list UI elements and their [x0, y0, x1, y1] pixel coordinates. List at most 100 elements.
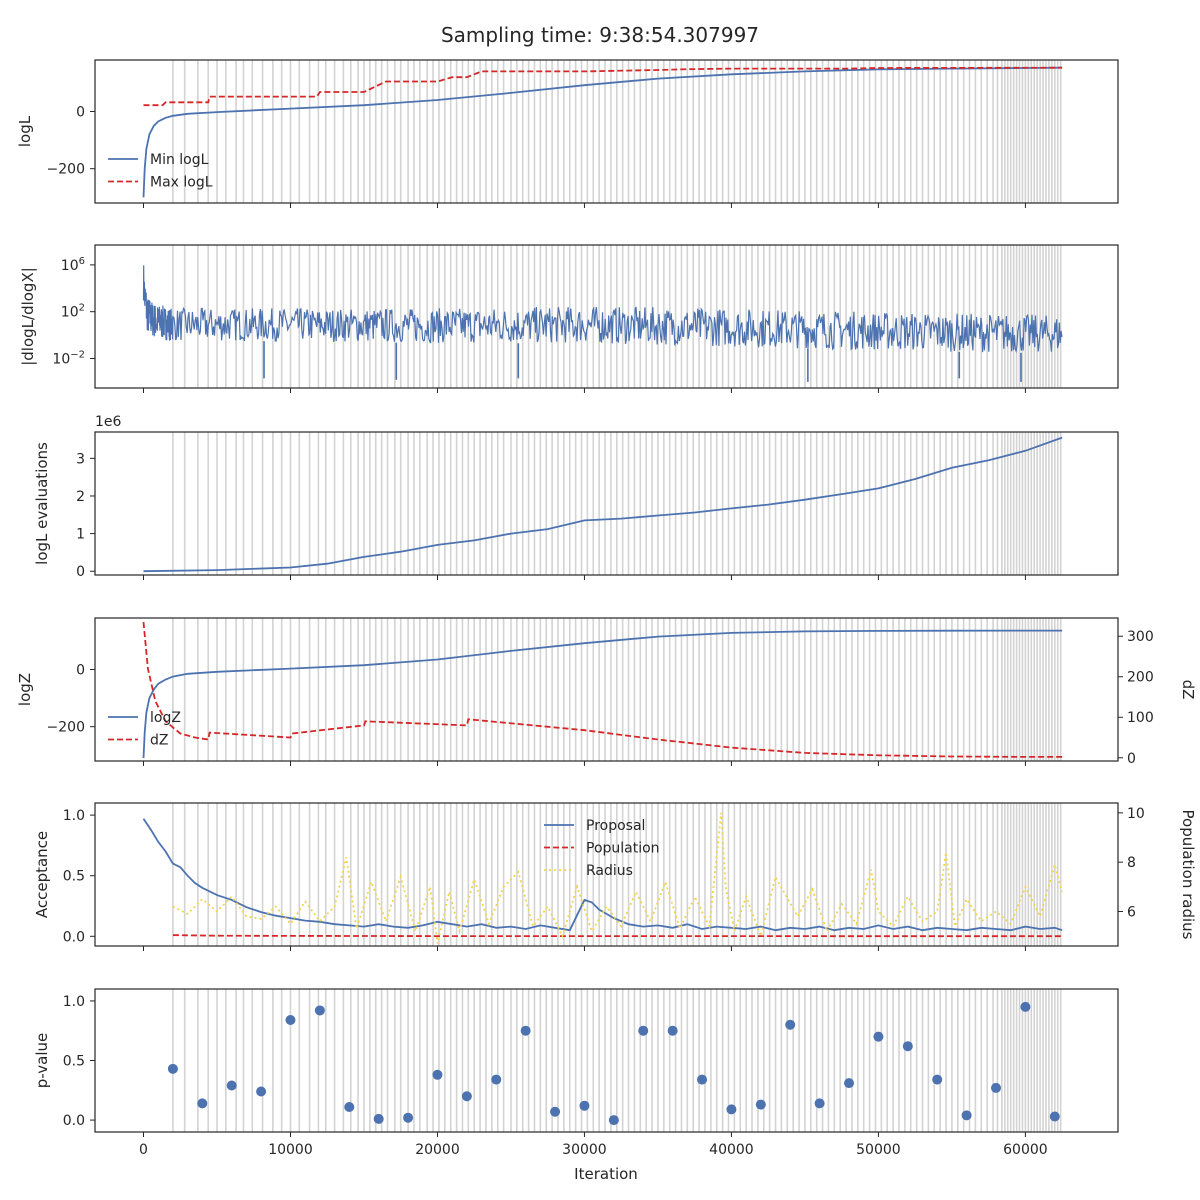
pvalue-point — [697, 1074, 708, 1085]
y-tick-label: 102 — [61, 303, 85, 321]
y2-tick-label: 300 — [1127, 629, 1154, 645]
series-evaluations — [143, 436, 1063, 573]
panel-evaluations: 0 1 2 3 1e6 logL evaluations — [33, 414, 1119, 580]
pvalue-point — [844, 1078, 855, 1089]
y2-tick-label: 0 — [1127, 751, 1136, 767]
y-tick-label: 0 — [76, 662, 85, 678]
y-tick-label: 10−2 — [52, 349, 85, 367]
series-proposal — [142, 818, 1063, 932]
pvalue-point — [285, 1014, 296, 1025]
pvalue-point — [608, 1115, 619, 1126]
legend-label: Population — [586, 841, 660, 857]
x-tick-label: 60000 — [1003, 1142, 1048, 1158]
panel-frame — [94, 431, 1119, 576]
pvalue-point — [226, 1080, 237, 1091]
pvalue-point — [432, 1069, 443, 1080]
y-tick-label: 0 — [76, 564, 85, 580]
y-axis-label: logZ — [16, 673, 34, 706]
pvalue-point — [1049, 1111, 1060, 1122]
y-tick-label: −200 — [47, 162, 85, 178]
y-axis-label: Acceptance — [33, 831, 51, 918]
plot-area-evaluations — [143, 432, 1063, 575]
series-population — [172, 934, 1063, 938]
x-tick-label: 50000 — [856, 1142, 901, 1158]
y2-axis-label: Population radius — [1179, 810, 1197, 940]
pvalue-point — [961, 1110, 972, 1121]
y2-tick-label: 100 — [1127, 710, 1154, 726]
y-tick-label: 1.0 — [63, 808, 85, 824]
y-tick-label: 1.0 — [63, 994, 85, 1010]
pvalue-point — [167, 1063, 178, 1074]
panel-frame — [94, 802, 1119, 947]
pvalue-point — [902, 1041, 913, 1052]
pvalue-point — [1020, 1001, 1031, 1012]
panel-acceptance: 0.0 0.5 1.0 6 8 10 Population radius Acceptance… — [33, 802, 1197, 951]
pvalue-point — [579, 1100, 590, 1111]
pvalue-point — [403, 1112, 414, 1123]
y2-tick-label: 10 — [1127, 806, 1145, 822]
y-multiplier: 1e6 — [95, 414, 122, 430]
y-axis-label: logL evaluations — [33, 442, 51, 565]
panel-pvalue: 0 10000 20000 30000 40000 50000 60000 0.0 0.5 1.0… — [33, 988, 1119, 1158]
x-tick-label: 20000 — [415, 1142, 460, 1158]
y2-tick-label: 8 — [1127, 855, 1136, 871]
y-tick-label: 1 — [76, 527, 85, 543]
legend-label: dZ — [150, 733, 168, 749]
pvalue-point — [256, 1086, 267, 1097]
pvalue-point — [550, 1106, 561, 1117]
x-tick-label: 0 — [139, 1142, 148, 1158]
panel-frame — [94, 617, 1119, 762]
legend-label: Proposal — [586, 818, 645, 834]
plot-area-logZ — [142, 618, 1063, 761]
series-min-logl — [142, 66, 1063, 198]
panel-logL: 0 −200 logL Min logL Max logL — [16, 59, 1119, 208]
y-axis-label: |dlogL/dlogX| — [19, 267, 37, 366]
y2-tick-label: 200 — [1127, 670, 1154, 686]
pvalue-point — [755, 1099, 766, 1110]
pvalue-point — [373, 1113, 384, 1124]
pvalue-point — [344, 1101, 355, 1112]
y-tick-label: 0 — [76, 104, 85, 120]
series-dlogl-band — [142, 265, 1063, 354]
panel-frame — [94, 59, 1119, 204]
pvalue-point — [873, 1031, 884, 1042]
y2-axis-label: dZ — [1179, 680, 1197, 700]
pvalue-point — [667, 1025, 678, 1036]
pvalue-point — [785, 1019, 796, 1030]
legend-label: Max logL — [150, 175, 213, 191]
pvalue-point — [197, 1098, 208, 1109]
pvalue-point — [638, 1025, 649, 1036]
y-tick-label: −200 — [47, 720, 85, 736]
y-tick-label: 3 — [76, 451, 85, 467]
y-tick-label: 0.0 — [63, 929, 85, 945]
series-logz — [142, 629, 1063, 759]
plot-area-pvalue — [167, 989, 1062, 1132]
legend-label: logZ — [150, 710, 181, 726]
y-tick-label: 2 — [76, 489, 85, 505]
figure-title: Sampling time: 9:38:54.307997 — [441, 23, 759, 47]
series-max-logl — [143, 66, 1063, 107]
panel-dlogL: 106 102 10−2 |dlogL/dlogX| — [19, 244, 1119, 393]
panel-logZ: 0 −200 0 100 200 300 dZ logZ logZ dZ — [16, 617, 1197, 767]
x-axis-label: Iteration — [574, 1165, 638, 1183]
panel-frame — [94, 244, 1119, 389]
x-tick-label: 40000 — [709, 1142, 754, 1158]
y-tick-label: 0.5 — [63, 1054, 85, 1070]
pvalue-point — [461, 1091, 472, 1102]
pvalue-point — [491, 1074, 502, 1085]
panel-frame — [94, 988, 1119, 1133]
y2-tick-label: 6 — [1127, 904, 1136, 920]
y-axis-label: logL — [16, 115, 34, 147]
series-dz — [142, 622, 1063, 758]
pvalue-point — [520, 1025, 531, 1036]
plot-area-logL — [142, 60, 1063, 203]
pvalue-point — [932, 1074, 943, 1085]
x-tick-label: 30000 — [562, 1142, 607, 1158]
x-tick-label: 10000 — [268, 1142, 313, 1158]
pvalue-point — [314, 1005, 325, 1016]
plot-area-dlogL — [142, 245, 1063, 388]
legend-label: Radius — [586, 863, 633, 879]
pvalue-point — [726, 1104, 737, 1115]
